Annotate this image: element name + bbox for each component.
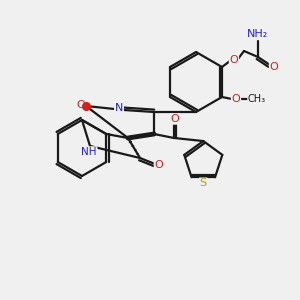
Text: N: N [115, 103, 123, 113]
Text: S: S [200, 178, 207, 188]
Text: O: O [76, 100, 85, 110]
Text: O: O [232, 94, 240, 104]
Text: NH: NH [81, 147, 97, 157]
Text: CH₃: CH₃ [248, 94, 266, 104]
Text: O: O [230, 55, 238, 65]
Text: O: O [170, 114, 179, 124]
Text: NH₂: NH₂ [248, 29, 268, 39]
Text: O: O [154, 160, 163, 170]
Text: O: O [270, 62, 278, 72]
